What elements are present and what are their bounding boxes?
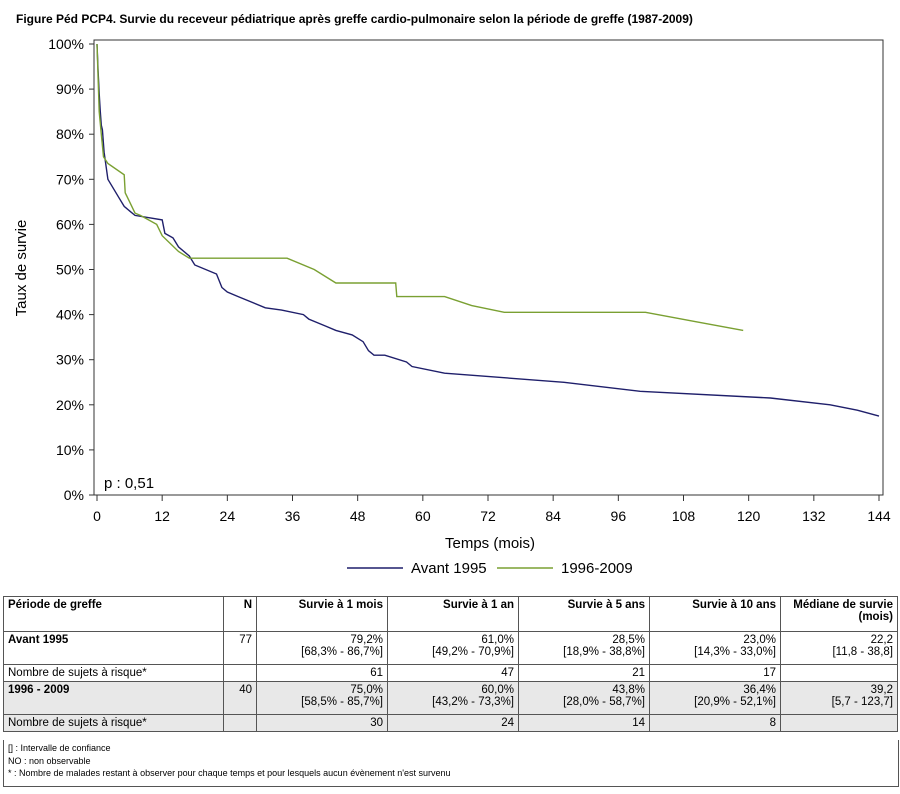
table-row: Nombre de sujets à risque* 61 47 21 17: [3, 664, 898, 682]
legend-label: Avant 1995: [411, 560, 487, 577]
header-n: N: [223, 596, 257, 632]
x-tick-label: 12: [154, 508, 170, 524]
risk-1-year: 24: [387, 714, 519, 732]
risk-10-years: 8: [649, 714, 781, 732]
chart-legend: Avant 1995 1996-2009: [347, 560, 633, 577]
x-tick-label: 108: [672, 508, 696, 524]
legend-label: 1996-2009: [561, 560, 633, 577]
y-tick-label: 70%: [56, 171, 84, 187]
series-line-1: [96, 43, 880, 417]
figure-title: Figure Péd PCP4. Survie du receveur pédi…: [16, 12, 693, 26]
risk-median: [780, 664, 898, 682]
row-n: 77: [223, 631, 257, 665]
header-median: Médiane de survie (mois): [780, 596, 898, 632]
table-row: 1996 - 2009 40 75,0% [58,5% - 85,7%] 60,0…: [3, 681, 898, 715]
cell-1-month: 79,2% [68,3% - 86,7%]: [256, 631, 388, 665]
cell-5-years: 28,5% [18,9% - 38,8%]: [518, 631, 650, 665]
risk-median: [780, 714, 898, 732]
note-at-risk: * : Nombre de malades restant à observer…: [8, 768, 451, 778]
note-non-observable: NO : non observable: [8, 755, 91, 766]
cell-1-month: 75,0% [58,5% - 85,7%]: [256, 681, 388, 715]
row-label: 1996 - 2009: [3, 681, 224, 715]
cell-10-years: 36,4% [20,9% - 52,1%]: [649, 681, 781, 715]
x-tick-label: 96: [611, 508, 627, 524]
x-tick-label: 48: [350, 508, 366, 524]
table-header-row: Période de greffe N Survie à 1 mois Surv…: [3, 596, 898, 632]
y-tick-label: 90%: [56, 81, 84, 97]
row-n: 40: [223, 681, 257, 715]
header-1-month: Survie à 1 mois: [256, 596, 388, 632]
cell-5-years: 43,8% [28,0% - 58,7%]: [518, 681, 650, 715]
x-axis-label: Temps (mois): [445, 535, 535, 552]
p-value-annotation: p : 0,51: [104, 475, 154, 492]
risk-1-month: 61: [256, 664, 388, 682]
table-row: Avant 1995 77 79,2% [68,3% - 86,7%] 61,0%…: [3, 631, 898, 665]
y-tick-label: 60%: [56, 216, 84, 232]
risk-n-empty: [223, 664, 257, 682]
cell-1-year: 61,0% [49,2% - 70,9%]: [387, 631, 519, 665]
risk-1-year: 47: [387, 664, 519, 682]
risk-label: Nombre de sujets à risque*: [3, 664, 224, 682]
risk-5-years: 14: [518, 714, 650, 732]
cell-median: 39,2 [5,7 - 123,7]: [780, 681, 898, 715]
note-confidence-interval: [] : Intervalle de confiance: [8, 743, 111, 753]
survival-chart: 0% 10% 20% 30% 40% 50% 60% 70% 80% 90% 100% 0 12 24 36…: [13, 36, 891, 577]
cell-10-years: 23,0% [14,3% - 33,0%]: [649, 631, 781, 665]
y-tick-label: 40%: [56, 307, 84, 323]
x-tick-label: 144: [867, 508, 891, 524]
x-tick-label: 132: [802, 508, 826, 524]
header-1-year: Survie à 1 an: [387, 596, 519, 632]
x-tick-label: 72: [480, 508, 496, 524]
y-tick-label: 20%: [56, 397, 84, 413]
y-axis-label: Taux de survie: [13, 220, 30, 317]
risk-n-empty: [223, 714, 257, 732]
risk-10-years: 17: [649, 664, 781, 682]
x-tick-label: 36: [285, 508, 301, 524]
series-line-2: [96, 43, 744, 332]
x-tick-label: 120: [737, 508, 761, 524]
y-tick-label: 80%: [56, 126, 84, 142]
row-label: Avant 1995: [3, 631, 224, 665]
header-10-years: Survie à 10 ans: [649, 596, 781, 632]
risk-label: Nombre de sujets à risque*: [3, 714, 224, 732]
table-row: Nombre de sujets à risque* 30 24 14 8: [3, 714, 898, 732]
risk-5-years: 21: [518, 664, 650, 682]
results-table: Période de greffe N Survie à 1 mois Surv…: [3, 596, 898, 732]
y-tick-label: 100%: [48, 36, 84, 52]
header-5-years: Survie à 5 ans: [518, 596, 650, 632]
cell-median: 22,2 [11,8 - 38,8]: [780, 631, 898, 665]
x-tick-label: 24: [220, 508, 236, 524]
table-notes: [] : Intervalle de confiance NO : non ob…: [3, 740, 899, 787]
y-tick-label: 0%: [64, 487, 84, 503]
x-tick-label: 0: [93, 508, 101, 524]
cell-1-year: 60,0% [43,2% - 73,3%]: [387, 681, 519, 715]
x-tick-label: 84: [545, 508, 561, 524]
plot-frame: [93, 39, 884, 496]
y-tick-label: 10%: [56, 442, 84, 458]
y-tick-label: 50%: [56, 262, 84, 278]
y-tick-label: 30%: [56, 352, 84, 368]
risk-1-month: 30: [256, 714, 388, 732]
header-period: Période de greffe: [3, 596, 224, 632]
x-tick-label: 60: [415, 508, 431, 524]
